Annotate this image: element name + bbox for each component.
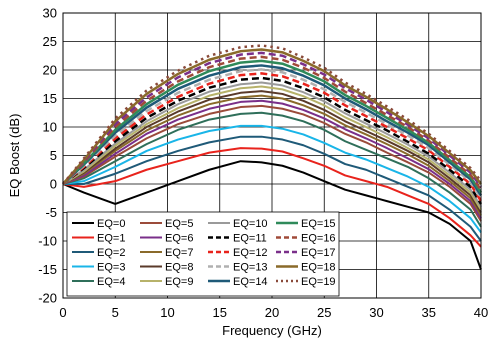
series-lines: [62, 44, 483, 270]
x-tick-labels: 0 5 10 15 20 25 30 35 40: [59, 305, 488, 320]
y-tick-label: 30: [43, 6, 57, 21]
x-tick-label: 10: [160, 305, 174, 320]
series-line-eq0: [62, 160, 482, 270]
legend-label: EQ=3: [97, 262, 125, 274]
series-line-eq14: [62, 64, 483, 197]
y-tick-label: 15: [43, 91, 57, 106]
series-line-eq12: [62, 72, 483, 202]
series-line-eq1: [62, 147, 482, 248]
legend-box: [66, 211, 340, 297]
series-line-eq16: [62, 55, 483, 191]
legend-label: EQ=8: [165, 262, 193, 274]
legend: EQ=0 EQ=1 EQ=2 EQ=3 EQ=4 EQ=5 EQ=6 EQ=7 EQ=8 EQ=9…: [66, 211, 340, 297]
legend-label: EQ=13: [233, 262, 268, 274]
legend-label: EQ=6: [165, 233, 193, 245]
y-tick-labels: -20 -15 -10 -5 0 5 10 15 20 25 30: [38, 6, 57, 306]
y-tick-label: 25: [43, 34, 57, 49]
y-tick-label: -20: [38, 291, 57, 306]
legend-label: EQ=19: [301, 276, 336, 288]
y-tick-label: 5: [50, 148, 57, 163]
legend-label: EQ=9: [165, 276, 193, 288]
series-line-eq3: [62, 124, 482, 234]
series-line-eq18: [62, 48, 482, 185]
legend-label: EQ=2: [97, 247, 125, 259]
x-tick-label: 40: [474, 305, 488, 320]
legend-label: EQ=14: [233, 276, 268, 288]
legend-label: EQ=10: [233, 218, 268, 230]
legend-label: EQ=12: [233, 247, 268, 259]
series-line-eq5: [62, 104, 482, 222]
y-axis-title: EQ Boost (dB): [7, 114, 22, 198]
series-line-eq9: [62, 85, 482, 211]
y-tick-label: -5: [45, 205, 57, 220]
x-tick-label: 20: [265, 305, 279, 320]
legend-label: EQ=0: [97, 218, 125, 230]
series-line-eq8: [62, 90, 482, 214]
x-tick-label: 5: [112, 305, 119, 320]
y-tick-label: -10: [38, 234, 57, 249]
y-tick-label: 0: [50, 177, 57, 192]
legend-label: EQ=16: [301, 233, 336, 245]
x-tick-label: 25: [317, 305, 331, 320]
series-line-eq4: [62, 111, 482, 228]
series-line-eq2: [63, 135, 482, 242]
series-line-eq17: [62, 51, 483, 188]
legend-label: EQ=5: [165, 218, 193, 230]
legend-label: EQ=18: [301, 262, 336, 274]
plot-frame: [62, 12, 482, 299]
series-line-eq10: [62, 81, 482, 208]
series-line-eq13: [62, 68, 483, 199]
y-tick-label: -15: [38, 262, 57, 277]
series-line-eq6: [62, 99, 482, 219]
series-line-eq7: [62, 94, 482, 216]
legend-label: EQ=4: [97, 276, 125, 288]
legend-label: EQ=17: [301, 247, 336, 259]
legend-label: EQ=11: [233, 233, 267, 245]
y-tick-label: 10: [43, 120, 57, 135]
x-tick-label: 35: [422, 305, 436, 320]
x-tick-label: 0: [59, 305, 66, 320]
x-tick-label: 15: [213, 305, 227, 320]
x-axis-title: Frequency (GHz): [222, 323, 322, 338]
x-tick-label: 30: [369, 305, 383, 320]
legend-label: EQ=1: [97, 233, 125, 245]
series-line-eq19: [62, 44, 482, 185]
legend-label: EQ=15: [301, 218, 336, 230]
legend-label: EQ=7: [165, 247, 193, 259]
y-tick-label: 20: [43, 63, 57, 78]
series-line-eq15: [62, 59, 483, 194]
